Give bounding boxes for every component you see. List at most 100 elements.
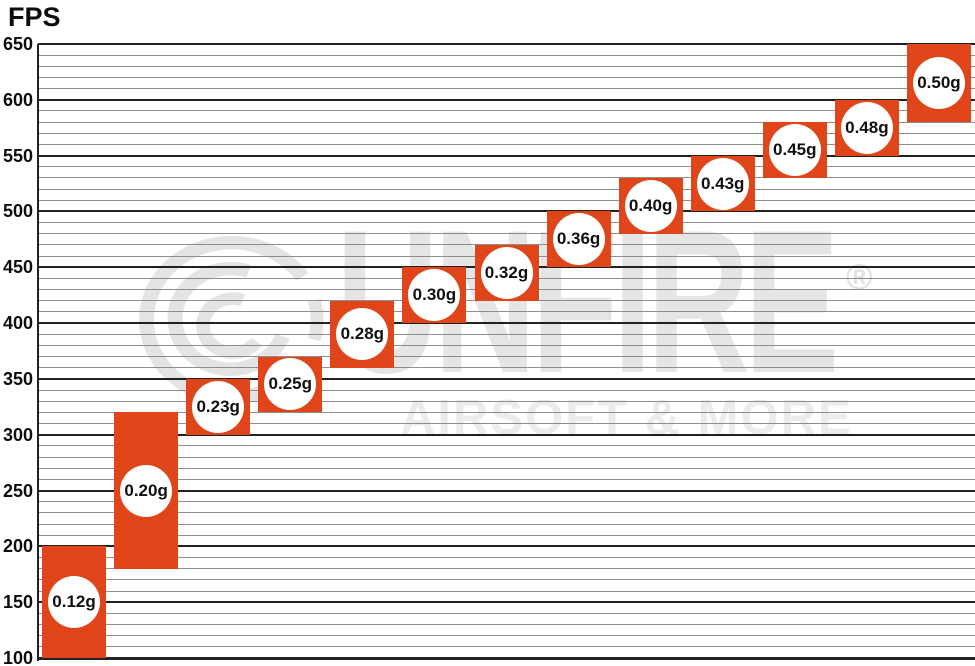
range-block-0.23g: 0.23g [186,378,251,435]
grid-line-minor-560 [38,143,975,145]
grid-line-minor-630 [38,65,975,67]
grid-line-minor-110 [38,646,975,648]
grid-line-minor-370 [38,356,975,358]
y-tick-label-250: 250 [2,480,33,501]
y-tick-label-500: 500 [2,201,33,222]
range-block-0.30g: 0.30g [402,267,467,324]
weight-label: 0.12g [52,592,96,612]
grid-line-major-550 [38,154,975,157]
range-block-0.50g: 0.50g [906,44,971,123]
grid-line-minor-520 [38,188,975,190]
range-block-0.25g: 0.25g [258,356,323,413]
grid-line-major-100 [38,657,975,660]
grid-line-major-150 [38,601,975,604]
y-tick-label-150: 150 [2,592,33,613]
range-block-0.20g: 0.20g [114,412,179,569]
range-block-0.36g: 0.36g [546,211,611,268]
weight-label: 0.48g [845,117,889,137]
grid-line-minor-220 [38,523,975,525]
weight-label: 0.40g [628,195,673,215]
grid-line-minor-160 [38,590,975,592]
grid-line-major-350 [38,377,975,380]
weight-badge-circle: 0.23g [192,380,245,433]
y-tick-label-650: 650 [2,34,33,54]
grid-line-minor-510 [38,199,975,201]
grid-line-major-650 [38,43,975,45]
range-block-0.32g: 0.32g [474,244,539,301]
grid-line-minor-420 [38,300,975,302]
weight-badge-circle: 0.12g [48,576,101,629]
grid-line-minor-210 [38,534,975,536]
weight-label: 0.45g [773,140,817,160]
grid-line-major-300 [38,433,975,436]
y-tick-label-100: 100 [2,648,33,666]
range-block-0.45g: 0.45g [762,122,827,178]
grid-line-minor-580 [38,121,975,123]
grid-line-minor-360 [38,367,975,369]
chart-title: FPS [8,2,61,32]
weight-label: 0.20g [124,480,168,500]
grid-line-minor-230 [38,512,975,514]
grid-line-major-400 [38,322,975,325]
y-tick-label-300: 300 [2,424,33,445]
grid-line-major-250 [38,489,975,492]
weight-badge-circle: 0.43g [696,157,749,210]
grid-line-major-200 [38,545,975,548]
grid-line-minor-170 [38,579,975,581]
weight-badge-circle: 0.28g [336,308,389,361]
grid-line-minor-480 [38,233,975,235]
grid-line-minor-490 [38,222,975,224]
weight-badge-circle: 0.40g [624,179,677,232]
range-block-0.28g: 0.28g [330,300,395,368]
weight-label: 0.28g [340,324,385,344]
grid-line-minor-270 [38,467,975,469]
weight-label: 0.30g [412,285,457,305]
range-block-0.12g: 0.12g [42,546,107,658]
weight-badge-circle: 0.36g [552,213,605,266]
y-tick-label-400: 400 [2,313,33,334]
grid-line-minor-640 [38,54,975,56]
grid-line-minor-570 [38,132,975,134]
grid-line-minor-190 [38,557,975,559]
grid-line-minor-410 [38,311,975,313]
y-axis-line [37,44,39,661]
weight-badge-circle: 0.48g [840,101,893,154]
weight-label: 0.43g [700,173,745,193]
weight-label: 0.25g [268,374,312,394]
grid-line-minor-380 [38,344,975,346]
weight-label: 0.23g [196,396,240,416]
grid-line-minor-140 [38,612,975,614]
range-block-0.43g: 0.43g [690,155,755,212]
weight-label: 0.36g [556,229,601,249]
grid-line-minor-180 [38,568,975,570]
registered-trademark-icon: ® [846,256,873,297]
grid-line-minor-240 [38,501,975,503]
grid-line-minor-280 [38,456,975,458]
weight-badge-circle: 0.20g [120,464,173,517]
grid-line-minor-620 [38,76,975,78]
grid-line-minor-530 [38,177,975,179]
weight-badge-circle: 0.32g [480,246,533,299]
weight-badge-circle: 0.45g [768,124,821,177]
grid-line-major-500 [38,210,975,213]
grid-line-minor-120 [38,635,975,637]
grid-line-minor-310 [38,423,975,425]
grid-line-minor-330 [38,400,975,402]
grid-line-minor-290 [38,445,975,447]
grid-line-minor-610 [38,88,975,90]
y-tick-label-600: 600 [2,89,33,110]
range-block-0.40g: 0.40g [618,177,683,234]
grid-line-major-600 [38,98,975,101]
grid-line-minor-260 [38,478,975,480]
y-tick-label-200: 200 [2,536,33,557]
weight-label: 0.32g [484,262,529,282]
weight-badge-circle: 0.50g [912,57,965,110]
y-tick-label-450: 450 [2,257,33,278]
grid-line-minor-340 [38,389,975,391]
grid-line-minor-590 [38,110,975,112]
y-tick-label-350: 350 [2,368,33,389]
grid-line-minor-390 [38,333,975,335]
weight-badge-circle: 0.25g [264,358,317,411]
